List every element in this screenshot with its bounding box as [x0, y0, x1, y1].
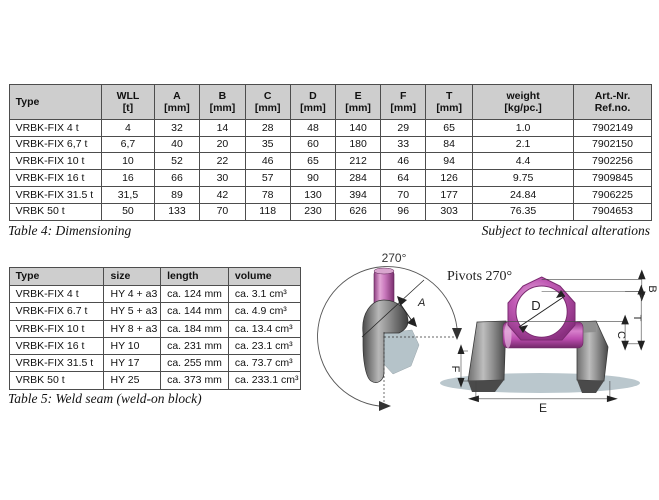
svg-text:Pivots 270°: Pivots 270° [447, 269, 512, 284]
svg-text:T: T [631, 315, 643, 322]
svg-text:A: A [417, 297, 425, 309]
svg-text:E: E [539, 401, 547, 415]
svg-text:C: C [615, 331, 627, 339]
svg-text:270°: 270° [382, 251, 407, 265]
svg-text:F: F [449, 366, 461, 373]
svg-text:B: B [646, 285, 658, 292]
svg-text:D: D [531, 298, 540, 313]
